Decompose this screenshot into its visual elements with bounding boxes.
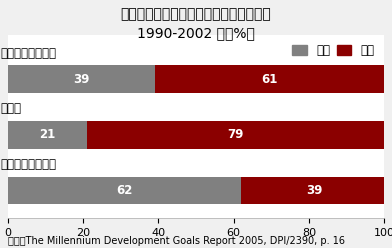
Bar (241, 177, 388, 204)
Text: 賃金・給与労働者: 賃金・給与労働者 (0, 47, 56, 60)
Text: 61: 61 (261, 73, 278, 86)
Text: 無給の家族労働者: 無給の家族労働者 (0, 158, 56, 171)
Bar (154, 65, 384, 93)
Text: 62: 62 (116, 184, 132, 197)
Text: 出典：The Millennium Development Goals Report 2005, DPI/2390, p. 16: 出典：The Millennium Development Goals Repo… (8, 236, 345, 246)
Bar (87, 121, 384, 149)
Text: 39: 39 (307, 184, 323, 197)
Bar (8, 121, 87, 149)
Bar (8, 65, 154, 93)
Bar (8, 177, 241, 204)
Text: 39: 39 (73, 73, 89, 86)
Text: 雇用主: 雇用主 (0, 102, 21, 115)
Text: 職業地位別全雇用数に占める女性の割合
1990-2002 年（%）: 職業地位別全雇用数に占める女性の割合 1990-2002 年（%） (121, 7, 271, 40)
Legend: 女性, 男性: 女性, 男性 (289, 41, 378, 61)
Text: 79: 79 (227, 128, 244, 141)
Text: 21: 21 (39, 128, 56, 141)
